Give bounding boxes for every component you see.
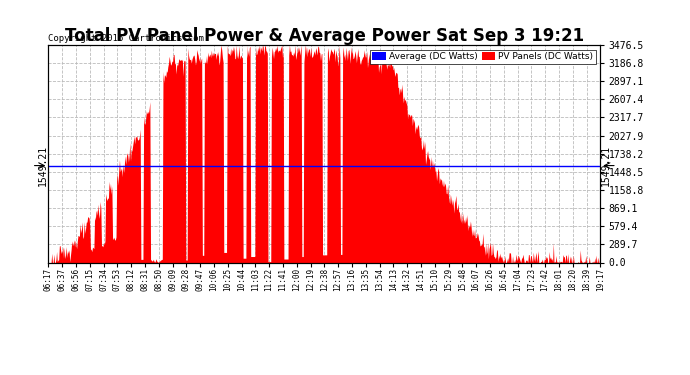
Legend: Average (DC Watts), PV Panels (DC Watts): Average (DC Watts), PV Panels (DC Watts) xyxy=(370,50,595,64)
Text: 1549.21: 1549.21 xyxy=(38,145,48,186)
Text: 1549.21: 1549.21 xyxy=(601,145,611,186)
Text: Copyright 2016 Cartronics.com: Copyright 2016 Cartronics.com xyxy=(48,34,204,43)
Title: Total PV Panel Power & Average Power Sat Sep 3 19:21: Total PV Panel Power & Average Power Sat… xyxy=(65,27,584,45)
